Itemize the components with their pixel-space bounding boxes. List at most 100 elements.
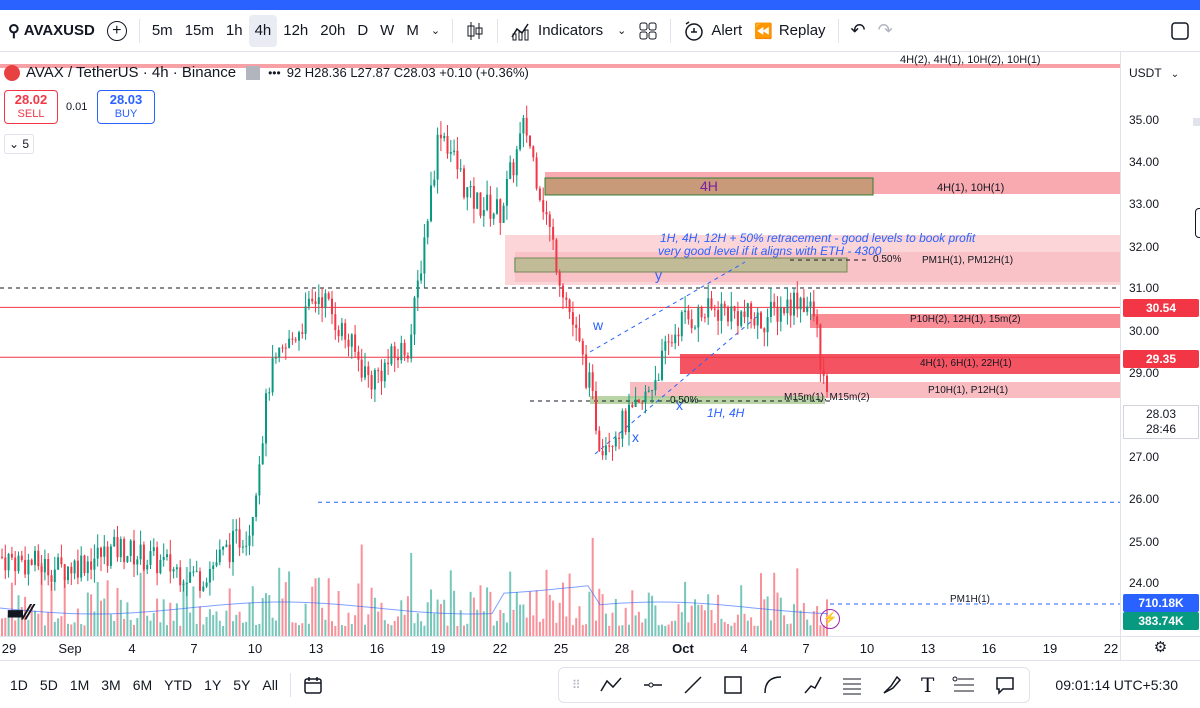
clock[interactable]: 09:01:14 UTC+5:30 bbox=[1055, 677, 1178, 693]
compare-add-button[interactable]: + bbox=[101, 15, 133, 47]
interval-1h[interactable]: 1h bbox=[225, 22, 243, 39]
more-dots-icon[interactable]: ••• bbox=[268, 65, 281, 80]
time-label: 22 bbox=[492, 641, 508, 656]
interval-15m[interactable]: 15m bbox=[184, 22, 214, 39]
sell-button[interactable]: 28.02 SELL bbox=[4, 90, 58, 124]
interval-dropdown[interactable]: ⌄ bbox=[425, 15, 446, 47]
volume-bar bbox=[420, 621, 423, 636]
volume-bar bbox=[466, 623, 469, 636]
range-1d[interactable]: 1D bbox=[10, 676, 28, 693]
comment-icon[interactable] bbox=[994, 674, 1016, 696]
volume-bar bbox=[512, 609, 515, 636]
candle-body bbox=[486, 194, 489, 211]
candle-body bbox=[400, 342, 403, 361]
side-panel-toggle[interactable] bbox=[1195, 208, 1200, 238]
interval-12h[interactable]: 12h bbox=[283, 22, 309, 39]
replay-button[interactable]: ⏪ Replay bbox=[748, 15, 831, 47]
candle-body bbox=[60, 557, 63, 565]
volume-bar bbox=[83, 625, 86, 636]
price-axis[interactable]: USDT ⌄ 35.00 34.00 33.00 32.00 31.00 30.… bbox=[1120, 52, 1200, 660]
annotation-lines-icon[interactable] bbox=[952, 674, 976, 696]
volume-bar bbox=[175, 603, 178, 636]
volume-bar bbox=[169, 602, 172, 636]
volume-bar bbox=[519, 604, 522, 636]
brush-icon[interactable] bbox=[881, 674, 903, 696]
volume-bar bbox=[238, 611, 241, 636]
candle-body bbox=[133, 540, 135, 565]
candle-body bbox=[4, 557, 7, 571]
candle-body bbox=[24, 559, 27, 575]
volume-bar bbox=[57, 618, 60, 636]
zone-p10h-p12h bbox=[630, 382, 1120, 398]
candle-body bbox=[819, 324, 822, 370]
volume-bar bbox=[265, 593, 267, 636]
chart-pane[interactable]: AVAX / TetherUS · 4h · Binance ••• 92 H2… bbox=[0, 52, 1120, 660]
fib-retracement-icon[interactable] bbox=[841, 674, 863, 696]
rectangle-icon[interactable] bbox=[722, 674, 744, 696]
trend-wave-icon[interactable] bbox=[599, 675, 625, 695]
currency-selector[interactable]: USDT ⌄ bbox=[1129, 66, 1179, 80]
range-all[interactable]: All bbox=[262, 676, 278, 693]
indicators-button[interactable]: Indicators ⌄ bbox=[504, 15, 632, 47]
candle-body bbox=[697, 307, 700, 328]
curve-icon[interactable] bbox=[762, 674, 784, 696]
range-5d[interactable]: 5D bbox=[39, 676, 58, 693]
indicators-collapse-toggle[interactable]: ⌄ 5 bbox=[4, 134, 34, 154]
candle-body bbox=[347, 339, 350, 347]
price-chart[interactable] bbox=[0, 52, 1120, 660]
trend-line-icon[interactable] bbox=[682, 675, 704, 695]
chart-type-button[interactable] bbox=[459, 15, 491, 47]
date-range-button[interactable] bbox=[297, 669, 329, 701]
fib-label-upper: 0.50% bbox=[873, 254, 902, 265]
candle-body bbox=[789, 299, 792, 316]
redo-button[interactable]: ↷ bbox=[872, 15, 899, 47]
interval-4h[interactable]: 4h bbox=[248, 14, 278, 47]
undo-button[interactable]: ↶ bbox=[845, 15, 872, 47]
interval-w[interactable]: W bbox=[380, 22, 395, 39]
candle-body bbox=[776, 306, 779, 322]
range-3m[interactable]: 3M bbox=[101, 676, 121, 693]
range-1m[interactable]: 1M bbox=[69, 676, 90, 693]
interval-d[interactable]: D bbox=[357, 22, 369, 39]
volume-bar bbox=[159, 622, 162, 636]
time-label: Oct bbox=[672, 641, 694, 656]
candle-body bbox=[373, 370, 376, 390]
interval-5m[interactable]: 5m bbox=[151, 22, 173, 39]
volume-bar bbox=[113, 620, 116, 636]
horizontal-ray-icon[interactable] bbox=[642, 675, 664, 695]
drag-handle-icon[interactable]: ⠿ bbox=[571, 678, 581, 692]
range-6m[interactable]: 6M bbox=[132, 676, 153, 693]
buy-button[interactable]: 28.03 BUY bbox=[97, 90, 155, 124]
interval-20h[interactable]: 20h bbox=[320, 22, 346, 39]
volume-bar bbox=[76, 608, 79, 636]
sell-label: SELL bbox=[17, 108, 45, 120]
range-1y[interactable]: 1Y bbox=[204, 676, 222, 693]
candle-body bbox=[265, 393, 267, 444]
candle-body bbox=[449, 152, 452, 154]
collapse-count: 5 bbox=[22, 137, 30, 151]
zone-label-pm: PM1H(1), PM12H(1) bbox=[922, 255, 1014, 266]
symbol-search[interactable]: ⚲ AVAXUSD bbox=[2, 15, 101, 47]
volume-bar bbox=[17, 595, 20, 636]
scroll-handle[interactable] bbox=[1193, 118, 1200, 126]
volume-bar bbox=[416, 613, 419, 636]
candle-body bbox=[80, 555, 83, 578]
range-ytd[interactable]: YTD bbox=[164, 676, 193, 693]
candle-body bbox=[578, 327, 581, 341]
time-axis[interactable]: 29 Sep 4 7 10 13 16 19 22 25 28 Oct 4 7 … bbox=[0, 636, 1120, 660]
lightning-icon[interactable]: ⚡ bbox=[820, 609, 840, 629]
layouts-button[interactable] bbox=[632, 15, 664, 47]
volume-bar bbox=[661, 624, 663, 636]
volume-bar bbox=[123, 618, 126, 636]
text-tool-icon[interactable]: T bbox=[921, 673, 935, 697]
price-axis-settings-button[interactable]: ⚙ bbox=[1120, 636, 1200, 660]
alert-button[interactable]: Alert bbox=[677, 15, 748, 47]
interval-m[interactable]: M bbox=[406, 22, 419, 39]
candle-body bbox=[786, 299, 789, 314]
candle-body bbox=[802, 297, 805, 312]
fullscreen-button[interactable] bbox=[1164, 15, 1196, 47]
candle-body bbox=[172, 569, 175, 572]
range-5y[interactable]: 5Y bbox=[233, 676, 251, 693]
candle-body bbox=[690, 319, 693, 329]
path-icon[interactable] bbox=[802, 674, 824, 696]
